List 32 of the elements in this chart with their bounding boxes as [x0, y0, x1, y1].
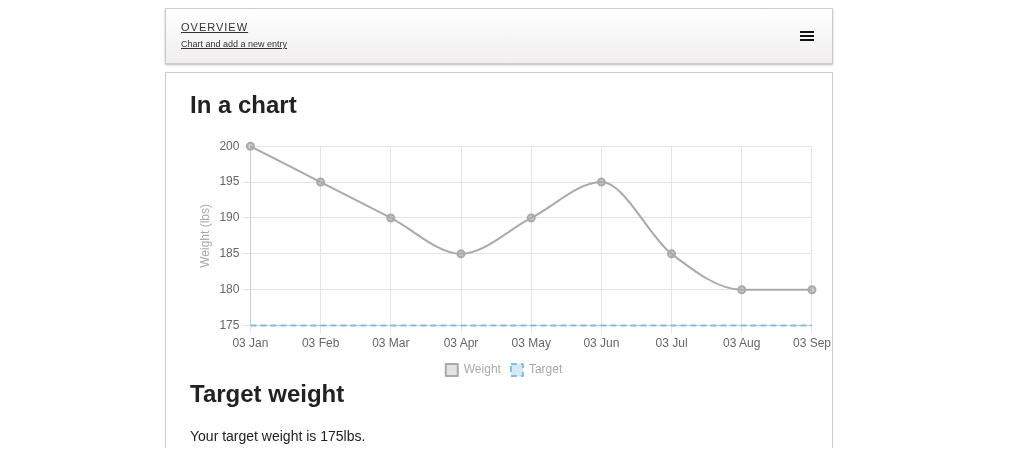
point — [526, 213, 536, 223]
x-tick-label: 03 Jan — [232, 336, 269, 351]
y-tick-label: 180 — [219, 282, 240, 297]
point — [316, 177, 326, 187]
y-tick-label: 195 — [219, 174, 240, 189]
x-tick-label: 03 Apr — [443, 336, 479, 351]
text: Target weight — [190, 380, 345, 408]
y-tick-label: 190 — [219, 210, 240, 225]
point — [807, 285, 817, 295]
y-tick-label: 175 — [219, 317, 240, 332]
y-axis-title: Weight (lbs) — [197, 204, 212, 268]
x-tick-label: 03 Mar — [372, 336, 410, 351]
text: Chart and add a new entry — [181, 39, 288, 49]
point — [737, 285, 747, 295]
x-tick-label: 03 Aug — [723, 336, 761, 351]
y-tick-label: 200 — [219, 138, 240, 153]
point — [596, 177, 606, 187]
y-tick-label: 185 — [219, 246, 240, 261]
text: Your target weight is 175lbs. — [190, 428, 366, 445]
text: OVERVIEW — [181, 21, 249, 33]
x-tick-label: 03 Sep — [792, 336, 832, 351]
x-tick-label: 03 Feb — [301, 336, 340, 351]
chart-title: In a chart — [190, 91, 297, 119]
x-tick-label: 03 May — [511, 336, 551, 351]
point — [386, 213, 396, 223]
legend-label: Target — [528, 362, 563, 377]
point — [456, 249, 466, 259]
x-tick-label: 03 Jul — [655, 336, 688, 351]
point — [245, 141, 255, 151]
point — [667, 249, 677, 259]
x-tick-label: 03 Jun — [583, 336, 620, 351]
legend-label: Weight — [463, 362, 502, 377]
